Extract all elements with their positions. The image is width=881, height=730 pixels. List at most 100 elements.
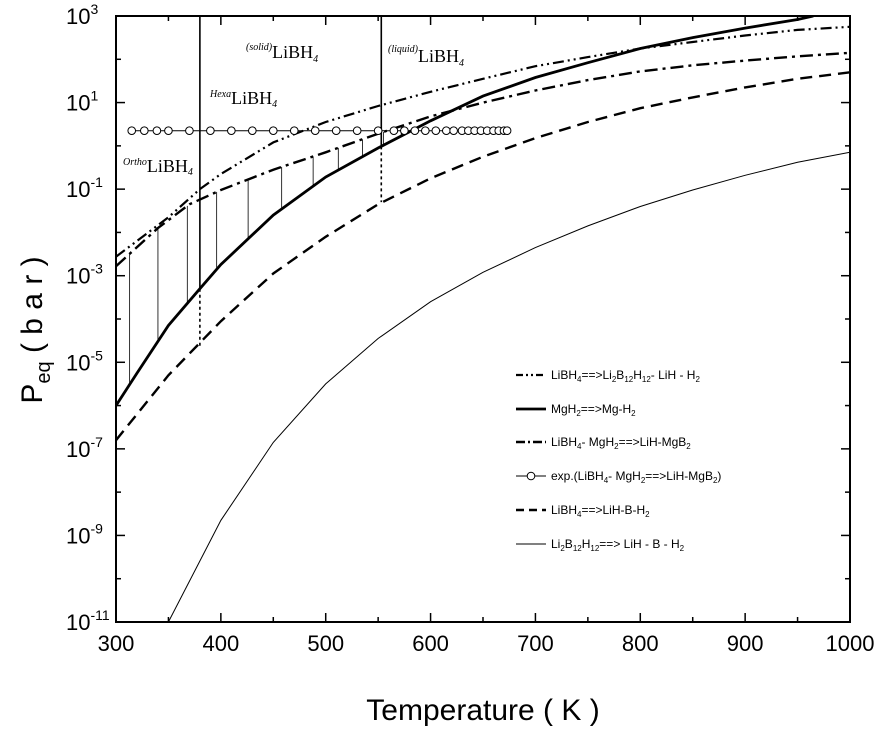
phase-label-solid-sub: 4: [313, 54, 318, 65]
legend-label-1-part-3: 2: [631, 409, 636, 418]
legend-label-3: exp.(LiBH4- MgH2==>LiH-MgB2): [551, 469, 721, 485]
y-tick-label-base: 10: [66, 610, 90, 635]
legend-label-4: LiBH4==>LiH-B-H2: [551, 503, 650, 519]
legend-label-3-part-4: ==>LiH-MgB: [645, 469, 713, 483]
legend-label-2-part-4: ==>LiH-MgB: [619, 435, 687, 449]
y-tick-label-exponent: -7: [90, 434, 103, 450]
phase-label-solid-text: LiBH: [272, 42, 313, 62]
series-5-point-14: [389, 126, 399, 136]
legend-label-0-part-3: 2: [612, 375, 617, 384]
legend-label-0-part-1: 4: [577, 375, 582, 384]
legend-label-0-part-4: B: [616, 368, 624, 382]
x-tick-label-500: 500: [307, 631, 344, 656]
y-axis-title-sub: eq: [33, 361, 55, 383]
series-5-point-12: [352, 126, 362, 136]
y-tick-label-exponent: 3: [90, 1, 98, 17]
y-axis-title-main: P: [16, 384, 49, 404]
series-5-point-15: [400, 126, 409, 136]
legend-label-1-part-0: MgH: [551, 402, 576, 416]
y-tick-label-exponent: -9: [90, 520, 103, 536]
series-5-point-11: [331, 126, 341, 136]
y-tick-label-3: 10-3: [66, 261, 103, 289]
legend-label-5-part-2: B: [565, 537, 573, 551]
series-5-point-19: [442, 126, 451, 136]
series-4-thin: [167, 151, 850, 622]
legend-label-0-part-6: H: [633, 368, 642, 382]
y-tick-label-exponent: -5: [90, 347, 103, 363]
x-axis-title: Temperature ( K ): [366, 694, 599, 727]
legend-label-4-part-3: 2: [645, 510, 650, 519]
legend-label-1-part-1: 2: [576, 409, 581, 418]
y-tick-label-exponent: -1: [90, 174, 103, 190]
axis-ticks: [115, 15, 851, 623]
phase-label-solid: (solid)LiBH4: [246, 42, 318, 65]
legend-label-5-part-3: 12: [573, 544, 582, 553]
legend-label-0: LiBH4==>Li2B12H12- LiH - H2: [551, 368, 700, 384]
series-5-point-4: [185, 126, 194, 136]
legend-label-2-part-0: LiBH: [551, 435, 577, 449]
series-1-thick: [116, 16, 814, 407]
series-0-dashdotdot: [116, 25, 850, 258]
phase-label-solid-sup: (solid): [246, 42, 273, 53]
y-tick-label-exponent: -11: [90, 607, 109, 623]
series-5-point-13: [373, 126, 383, 136]
legend-label-0-part-7: 12: [642, 375, 651, 384]
legend-label-5-part-1: 2: [560, 544, 565, 553]
y-tick-label-1: 101: [66, 88, 98, 116]
legend-marker-3: [526, 471, 536, 481]
legend-label-5-part-6: ==> LiH - B - H: [599, 537, 679, 551]
series-5-point-6: [227, 126, 236, 136]
legend-label-2-part-5: 2: [686, 442, 691, 451]
y-axis-title-unit: ( b a r ): [16, 256, 49, 361]
legend-label-0-part-2: ==>Li: [581, 368, 611, 382]
x-tick-label-400: 400: [202, 631, 239, 656]
legend-label-0-part-9: 2: [695, 375, 700, 384]
series-5-point-29: [502, 126, 512, 136]
phase-labels: (solid)LiBH4 (liquid)LiBH4 HexaLiBH4 Ort…: [123, 42, 464, 178]
plot-frame: [115, 15, 851, 623]
legend-label-3-part-2: - MgH: [608, 469, 641, 483]
legend-label-5-part-7: 2: [680, 544, 685, 553]
phase-label-ortho-text: LiBH: [147, 156, 188, 176]
y-tick-label-base: 10: [66, 523, 90, 548]
y-tick-label-4: 10-5: [66, 347, 103, 375]
phase-label-ortho-sub: 4: [188, 167, 193, 178]
y-tick-label-0: 103: [66, 1, 98, 29]
y-tick-label-base: 10: [66, 350, 90, 375]
legend-label-4-part-1: 4: [577, 510, 582, 519]
legend-label-2-part-3: 2: [614, 442, 619, 451]
y-tick-label-exponent: -3: [90, 261, 103, 277]
phase-label-hexa-sub: 4: [272, 99, 277, 110]
y-tick-label-base: 10: [66, 91, 90, 116]
phase-label-liquid-sup: (liquid): [388, 44, 419, 55]
series-5-point-3: [164, 126, 173, 136]
series-5-point-10: [310, 126, 320, 136]
y-axis-title: Peq ( b a r ): [16, 256, 55, 403]
series-5-point-2: [152, 126, 162, 136]
y-tick-label-6: 10-9: [66, 520, 103, 548]
phase-label-hexa-text: LiBH: [231, 88, 272, 108]
legend-label-2: LiBH4- MgH2==>LiH-MgB2: [551, 435, 691, 451]
legend-label-0-part-8: - LiH - H: [651, 368, 696, 382]
series-5-point-16: [410, 126, 420, 136]
series-3-dashed: [116, 71, 850, 441]
y-tick-label-base: 10: [66, 4, 90, 29]
phase-label-liquid: (liquid)LiBH4: [388, 44, 464, 69]
y-tick-label-7: 10-11: [66, 607, 110, 635]
phase-label-liquid-text: LiBH: [418, 46, 459, 66]
series-5-point-8: [268, 126, 278, 136]
legend-label-0-part-5: 12: [624, 375, 633, 384]
series-5-point-17: [421, 126, 430, 136]
legend-label-1-part-2: ==>Mg-H: [581, 402, 631, 416]
legend-label-3-part-1: 4: [604, 476, 609, 485]
phase-label-ortho-sup: Ortho: [123, 157, 147, 168]
y-tick-label-2: 10-1: [66, 174, 103, 202]
series-5-point-9: [289, 126, 299, 136]
y-tick-label-base: 10: [66, 264, 90, 289]
legend-label-2-part-1: 4: [577, 442, 582, 451]
series-5-point-1: [140, 126, 149, 136]
series-5-point-5: [206, 126, 215, 136]
y-tick-label-5: 10-7: [66, 434, 103, 462]
